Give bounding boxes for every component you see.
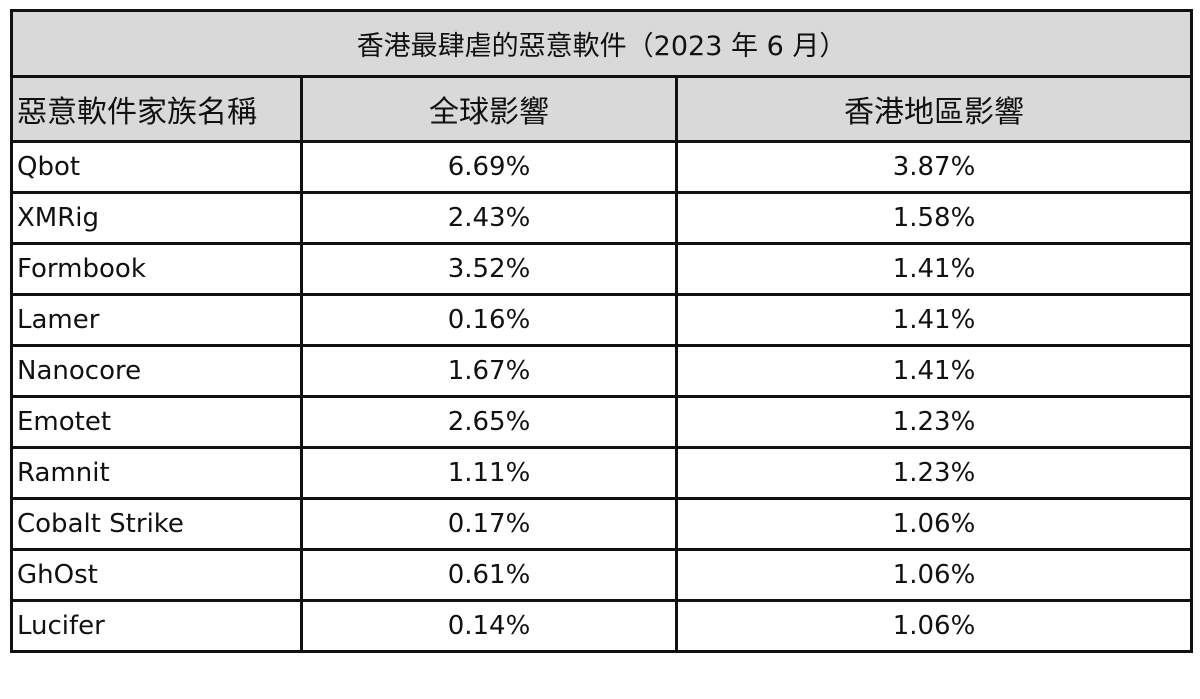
impact-cell: 0.14% xyxy=(300,599,678,653)
impact-cell: 1.41% xyxy=(674,242,1194,296)
impact-cell: 0.17% xyxy=(300,497,678,551)
malware-name: Cobalt Strike xyxy=(10,497,303,551)
malware-name: Lucifer xyxy=(10,599,303,653)
table-row: Qbot 6.69% 3.87% xyxy=(10,140,1194,194)
malware-name: Nanocore xyxy=(10,344,303,398)
table-row: Formbook 3.52% 1.41% xyxy=(10,242,1194,296)
malware-name: Emotet xyxy=(10,395,303,449)
impact-cell: 1.23% xyxy=(674,395,1194,449)
table-body: Qbot 6.69% 3.87% XMRig 2.43% 1.58% Formbook 3.5… xyxy=(10,140,1194,653)
header-cell: 惡意軟件家族名稱 xyxy=(10,75,303,143)
malware-name: XMRig xyxy=(10,191,303,245)
malware-table: 香港最肆虐的惡意軟件（2023 年 6 月） 惡意軟件家族名稱 全球影響 香港地… xyxy=(9,9,1194,653)
impact-cell: 2.65% xyxy=(300,395,678,449)
table-row: XMRig 2.43% 1.58% xyxy=(10,191,1194,245)
malware-name: Formbook xyxy=(10,242,303,296)
malware-name: GhOst xyxy=(10,548,303,602)
impact-cell: 1.06% xyxy=(674,599,1194,653)
table-row: Nanocore 1.67% 1.41% xyxy=(10,344,1194,398)
impact-cell: 1.11% xyxy=(300,446,678,500)
malware-name: Ramnit xyxy=(10,446,303,500)
table-title: 香港最肆虐的惡意軟件（2023 年 6 月） xyxy=(9,9,1194,78)
header-cell: 全球影響 xyxy=(300,75,678,143)
table-row: Lucifer 0.14% 1.06% xyxy=(10,599,1194,653)
impact-cell: 1.06% xyxy=(674,497,1194,551)
impact-cell: 1.41% xyxy=(674,293,1194,347)
impact-cell: 1.41% xyxy=(674,344,1194,398)
malware-name: Qbot xyxy=(10,140,303,194)
table-row: Ramnit 1.11% 1.23% xyxy=(10,446,1194,500)
malware-name: Lamer xyxy=(10,293,303,347)
impact-cell: 1.58% xyxy=(674,191,1194,245)
impact-cell: 2.43% xyxy=(300,191,678,245)
impact-cell: 3.87% xyxy=(674,140,1194,194)
impact-cell: 3.52% xyxy=(300,242,678,296)
impact-cell: 1.67% xyxy=(300,344,678,398)
table-row: Cobalt Strike 0.17% 1.06% xyxy=(10,497,1194,551)
impact-cell: 1.23% xyxy=(674,446,1194,500)
impact-cell: 0.16% xyxy=(300,293,678,347)
impact-cell: 0.61% xyxy=(300,548,678,602)
header-row: 惡意軟件家族名稱 全球影響 香港地區影響 xyxy=(10,75,1194,143)
table-row: GhOst 0.61% 1.06% xyxy=(10,548,1194,602)
header-cell: 香港地區影響 xyxy=(674,75,1194,143)
table-row: Lamer 0.16% 1.41% xyxy=(10,293,1194,347)
impact-cell: 6.69% xyxy=(300,140,678,194)
impact-cell: 1.06% xyxy=(674,548,1194,602)
table-row: Emotet 2.65% 1.23% xyxy=(10,395,1194,449)
